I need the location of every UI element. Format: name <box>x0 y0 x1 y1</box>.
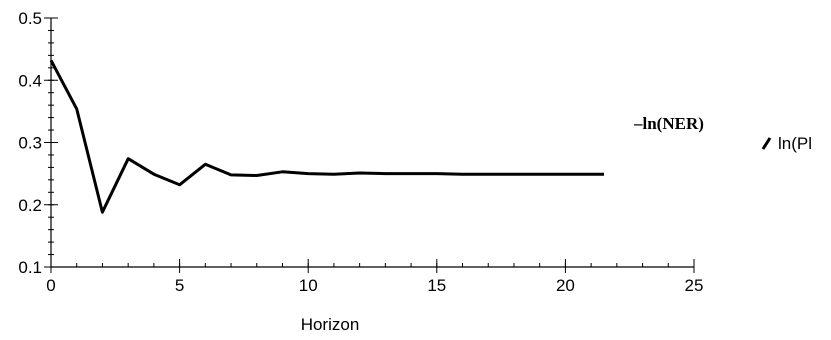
legend: –ln(NER) ln(Pl <box>633 114 812 153</box>
y-tick-label: 0.5 <box>18 9 42 28</box>
x-tick-label: 25 <box>685 276 704 295</box>
x-tick-label: 0 <box>46 276 55 295</box>
series-line <box>49 59 604 214</box>
x-axis-title: Horizon <box>301 315 360 334</box>
axes <box>50 18 694 268</box>
legend-entry-pl: ln(Pl <box>778 134 812 153</box>
x-tick-label: 15 <box>427 276 446 295</box>
minor-ticks <box>48 17 695 268</box>
legend-marker <box>761 137 772 150</box>
y-tick-label: 0.1 <box>18 258 42 277</box>
x-tick-label: 20 <box>556 276 575 295</box>
x-tick-label: 10 <box>299 276 318 295</box>
x-tick-label: 5 <box>175 276 184 295</box>
y-ticks: 0.1 0.2 0.3 0.4 0.5 <box>18 9 58 277</box>
y-tick-label: 0.2 <box>18 196 42 215</box>
y-tick-label: 0.4 <box>18 71 42 90</box>
y-tick-label: 0.3 <box>18 134 42 153</box>
legend-entry-ner: –ln(NER) <box>633 114 704 133</box>
x-ticks: 0 5 10 15 20 25 <box>46 259 703 295</box>
